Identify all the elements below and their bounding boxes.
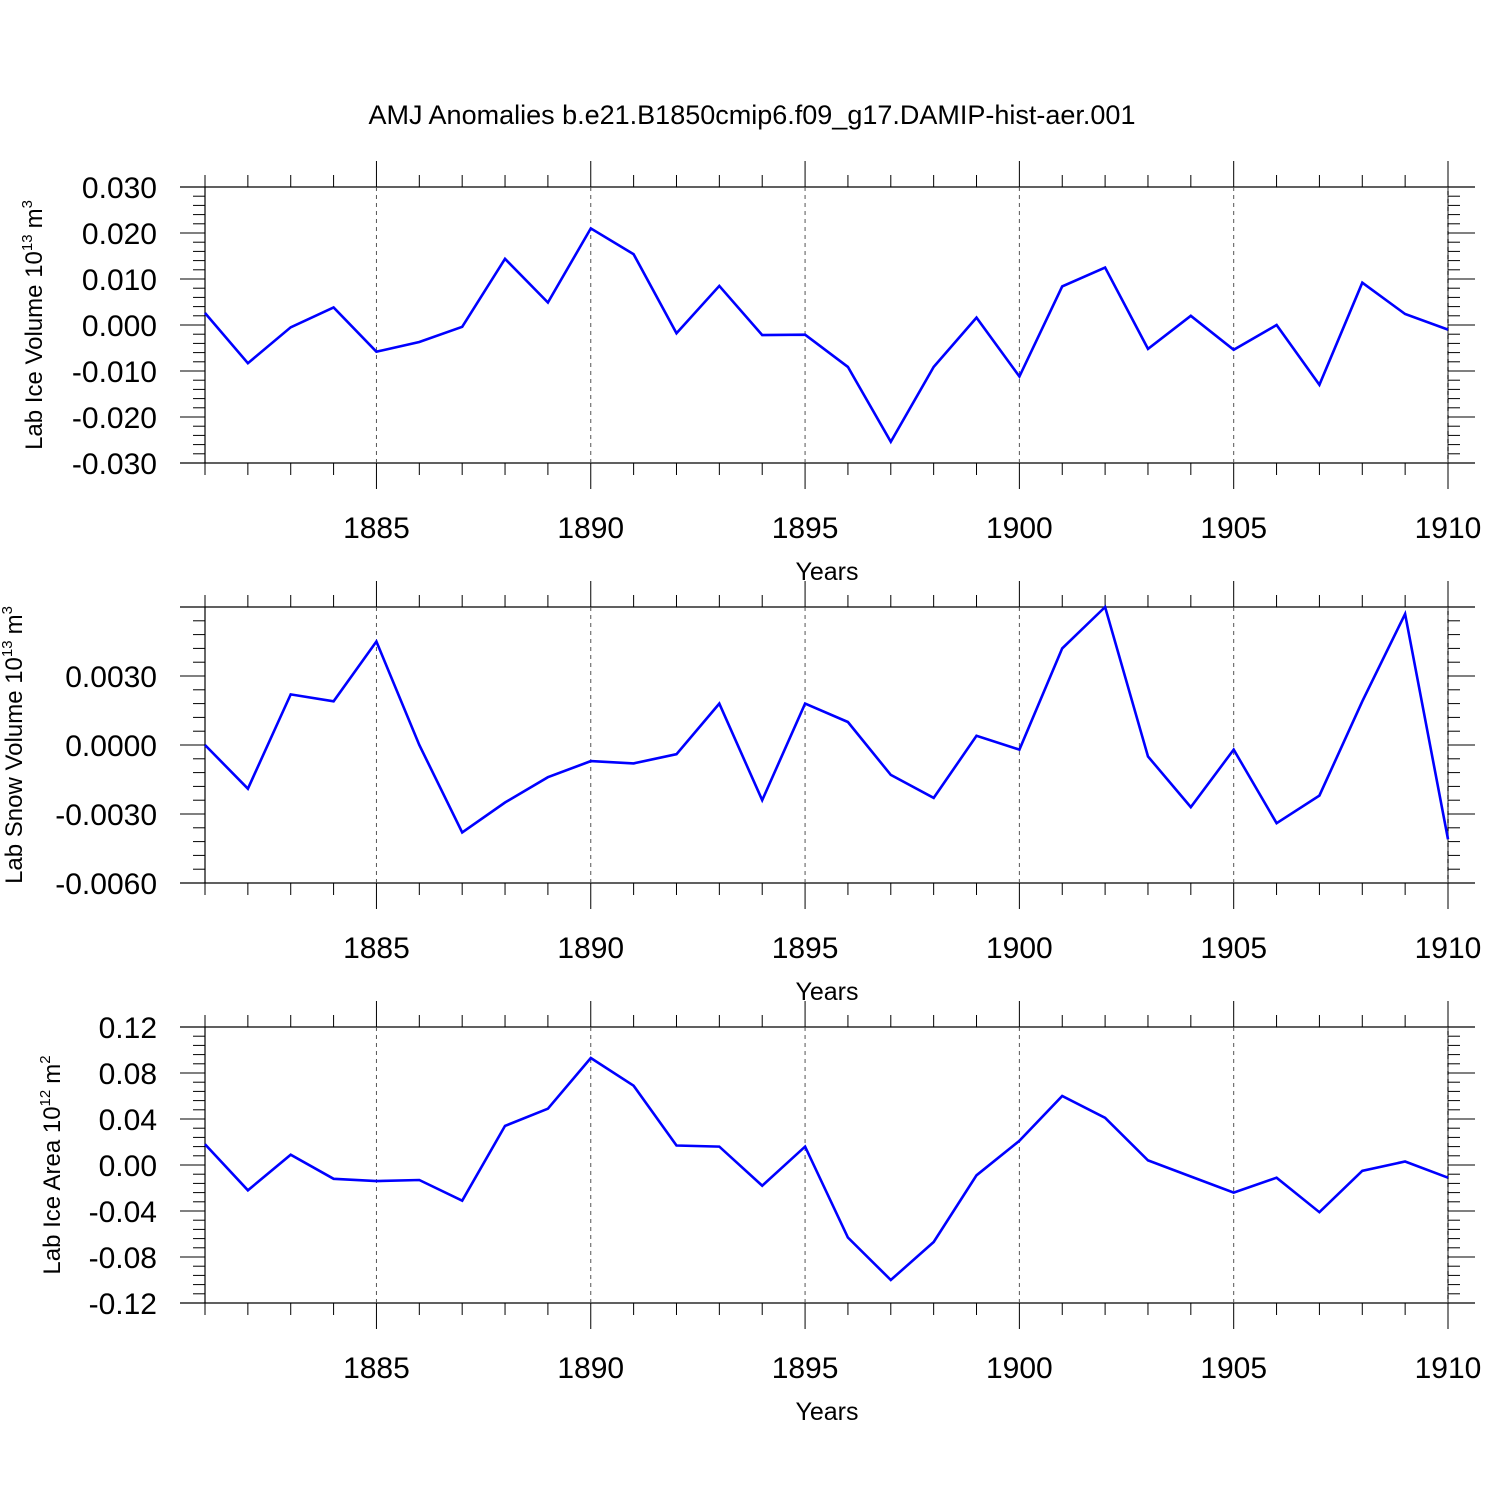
x-tick-label: 1900 — [986, 512, 1053, 545]
y-label-unit: m — [21, 208, 48, 228]
x-tick-label: 1885 — [343, 512, 410, 545]
y-tick-label: 0.12 — [99, 1012, 157, 1045]
y-tick-label: 0.04 — [99, 1104, 157, 1137]
figure-title: AMJ Anomalies b.e21.B1850cmip6.f09_g17.D… — [369, 100, 1136, 130]
svg-text:Lab Ice Volume 1013m3: Lab Ice Volume 1013 m3 — [19, 200, 48, 450]
x-tick-label: 1910 — [1415, 1352, 1482, 1385]
x-tick-label: 1900 — [986, 1352, 1053, 1385]
y-label-unit-exponent: 3 — [19, 200, 36, 208]
y-label-exponent: 12 — [37, 1090, 54, 1107]
x-tick-label: 1895 — [772, 1352, 839, 1385]
series-line — [204, 226, 1449, 445]
x-tick-label: 1910 — [1415, 932, 1482, 965]
x-tick-label: 1905 — [1200, 932, 1267, 965]
y-tick-label: -0.12 — [89, 1288, 157, 1321]
y-label-main: Lab Ice Volume 10 — [21, 251, 48, 450]
y-axis-label: Lab Ice Area 1012 m2 — [37, 1055, 66, 1274]
y-tick-label: -0.0060 — [55, 868, 157, 901]
series-line — [204, 1056, 1449, 1282]
y-tick-label: 0.0030 — [65, 661, 157, 694]
y-tick-label: 0.08 — [99, 1058, 157, 1091]
y-label-unit-exponent: 3 — [0, 606, 16, 614]
y-label-main: Lab Snow Volume 10 — [1, 657, 28, 884]
x-tick-label: 1890 — [557, 1352, 624, 1385]
x-tick-label: 1895 — [772, 932, 839, 965]
y-tick-label: -0.08 — [89, 1242, 157, 1275]
x-axis-label: Years — [795, 1398, 858, 1426]
y-tick-label: -0.030 — [72, 448, 157, 481]
svg-text:Lab Snow Volume 1013m3: Lab Snow Volume 1013 m3 — [0, 606, 28, 884]
y-label-exponent: 13 — [19, 234, 36, 251]
y-tick-label: 0.00 — [99, 1150, 157, 1183]
x-axis-label: Years — [795, 558, 858, 586]
x-tick-label: 1895 — [772, 512, 839, 545]
x-tick-label: 1890 — [557, 932, 624, 965]
y-tick-label: 0.010 — [82, 264, 157, 297]
y-label-unit-exponent: 2 — [37, 1055, 54, 1063]
y-tick-label: -0.04 — [89, 1196, 157, 1229]
y-tick-label: 0.000 — [82, 310, 157, 343]
y-label-exponent: 13 — [0, 640, 16, 657]
y-label-main: Lab Ice Area 10 — [39, 1106, 66, 1274]
y-tick-label: 0.030 — [82, 172, 157, 205]
y-tick-label: -0.010 — [72, 356, 157, 389]
x-tick-label: 1905 — [1200, 1352, 1267, 1385]
x-tick-label: 1890 — [557, 512, 624, 545]
panel-ice-volume: Lab Ice Volume 1013 m3 Years 1885 1890 1895… — [19, 161, 1481, 586]
x-axis-label: Years — [795, 978, 858, 1006]
y-label-unit: m — [1, 614, 28, 634]
panel-ice-area: Lab Ice Area 1012 m2 Years 1885 1890 1895 19… — [37, 1001, 1481, 1426]
x-tick-label: 1900 — [986, 932, 1053, 965]
y-tick-label: 0.0000 — [65, 730, 157, 763]
svg-text:Lab Ice Area 1012m2: Lab Ice Area 1012 m2 — [37, 1055, 66, 1274]
y-tick-label: 0.020 — [82, 218, 157, 251]
y-label-unit: m — [39, 1064, 66, 1084]
x-tick-label: 1885 — [343, 932, 410, 965]
x-tick-label: 1905 — [1200, 512, 1267, 545]
y-tick-label: -0.020 — [72, 402, 157, 435]
x-tick-label: 1885 — [343, 1352, 410, 1385]
x-tick-label: 1910 — [1415, 512, 1482, 545]
series-line — [204, 604, 1450, 840]
y-tick-label: -0.0030 — [55, 799, 157, 832]
y-axis-label: Lab Snow Volume 1013 m3 — [0, 606, 28, 884]
panel-snow-volume: Lab Snow Volume 1013 m3 Years 1885 1890 189… — [0, 581, 1481, 1006]
y-axis-label: Lab Ice Volume 1013 m3 — [19, 200, 48, 450]
